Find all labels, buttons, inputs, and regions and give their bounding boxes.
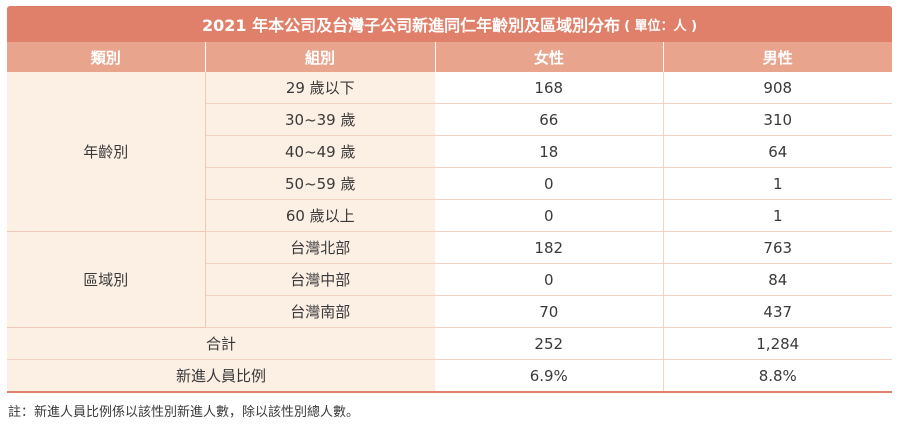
female-cell: 182 <box>435 231 663 264</box>
table-container: 2021 年本公司及台灣子公司新進同仁年齡別及區域別分布 ( 單位：人 ) 類別… <box>7 6 892 420</box>
ratio-label: 新進人員比例 <box>7 359 435 393</box>
total-female: 252 <box>435 327 663 360</box>
total-male: 1,284 <box>662 327 892 360</box>
title-text: 2021 年本公司及台灣子公司新進同仁年齡別及區域別分布 <box>201 16 621 35</box>
ratio-male: 8.8% <box>662 359 892 393</box>
unit-text: ( 單位：人 ) <box>624 18 698 34</box>
table-row: 30~39 歲 66 310 <box>7 103 892 136</box>
female-cell: 70 <box>435 295 663 328</box>
table-row: 60 歲以上 0 1 <box>7 199 892 232</box>
male-cell: 64 <box>662 135 892 168</box>
table-row: 50~59 歲 0 1 <box>7 167 892 200</box>
group-cell: 台灣北部 <box>205 231 435 264</box>
male-cell: 1 <box>662 199 892 232</box>
male-cell: 437 <box>662 295 892 328</box>
table-row: 年齡別 29 歲以下 168 908 <box>7 72 892 232</box>
ratio-row: 新進人員比例 6.9% 8.8% <box>7 359 892 393</box>
female-cell: 168 <box>435 72 663 104</box>
male-cell: 908 <box>662 72 892 104</box>
female-cell: 18 <box>435 135 663 168</box>
table-row: 台灣南部 70 437 <box>7 295 892 328</box>
male-cell: 763 <box>662 231 892 264</box>
table-row: 區域別 台灣北部 182 763 <box>7 231 892 328</box>
group-cell: 台灣中部 <box>205 263 435 296</box>
table-title: 2021 年本公司及台灣子公司新進同仁年齡別及區域別分布 ( 單位：人 ) <box>7 6 892 42</box>
total-row: 合計 252 1,284 <box>7 327 892 360</box>
footnote: 註：新進人員比例係以該性別新進人數，除以該性別總人數。 <box>8 405 360 420</box>
female-cell: 0 <box>435 167 663 200</box>
group-cell: 29 歲以下 <box>205 72 435 104</box>
header-male: 男性 <box>662 42 892 72</box>
group-cell: 30~39 歲 <box>205 103 435 136</box>
table-row: 台灣中部 0 84 <box>7 263 892 296</box>
table-row: 40~49 歲 18 64 <box>7 135 892 168</box>
category-region: 區域別 <box>7 231 206 328</box>
group-cell: 50~59 歲 <box>205 167 435 200</box>
female-cell: 0 <box>435 199 663 232</box>
header-category: 類別 <box>7 42 205 72</box>
total-label: 合計 <box>7 327 435 360</box>
female-cell: 66 <box>435 103 663 136</box>
header-group: 組別 <box>204 42 435 72</box>
female-cell: 0 <box>435 263 663 296</box>
male-cell: 310 <box>662 103 892 136</box>
group-cell: 40~49 歲 <box>205 135 435 168</box>
header-female: 女性 <box>434 42 663 72</box>
data-table: 類別 組別 女性 男性 年齡別 29 歲以下 168 908 30~39 歲 6… <box>7 42 892 393</box>
male-cell: 1 <box>662 167 892 200</box>
male-cell: 84 <box>662 263 892 296</box>
group-cell: 60 歲以上 <box>205 199 435 232</box>
header-row: 類別 組別 女性 男性 <box>7 42 892 72</box>
ratio-female: 6.9% <box>435 359 663 393</box>
group-cell: 台灣南部 <box>205 295 435 328</box>
category-age: 年齡別 <box>7 72 206 232</box>
